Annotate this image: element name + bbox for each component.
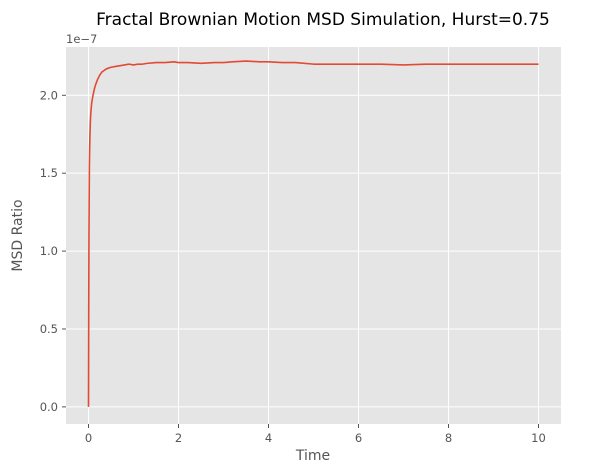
y-offset-label: 1e−7	[66, 32, 97, 46]
x-tick-label: 6	[355, 431, 362, 445]
x-axis-label: Time	[295, 448, 330, 464]
x-tick-label: 0	[85, 431, 92, 445]
series-layer	[87, 60, 539, 407]
y-axis-label: MSD Ratio	[10, 199, 26, 271]
plot-area	[66, 47, 561, 424]
y-tick-label: 1.0	[40, 244, 58, 258]
grid-lines	[66, 47, 561, 424]
y-tick-label: 1.5	[40, 166, 58, 180]
x-tick-label: 2	[175, 431, 182, 445]
tick-labels: 0 2 4 6 8 10 0.0 0.5 1.0 1.5 2.0	[40, 88, 546, 445]
y-tick-label: 2.0	[40, 88, 58, 102]
chart-title: Fractal Brownian Motion MSD Simulation, …	[96, 10, 550, 30]
x-tick-label: 4	[265, 431, 272, 445]
x-tick-label: 8	[445, 431, 452, 445]
y-tick-label: 0.5	[40, 322, 58, 336]
x-tick-label: 10	[531, 431, 546, 445]
y-tick-label: 0.0	[40, 400, 58, 414]
msd-series-line	[87, 60, 539, 407]
